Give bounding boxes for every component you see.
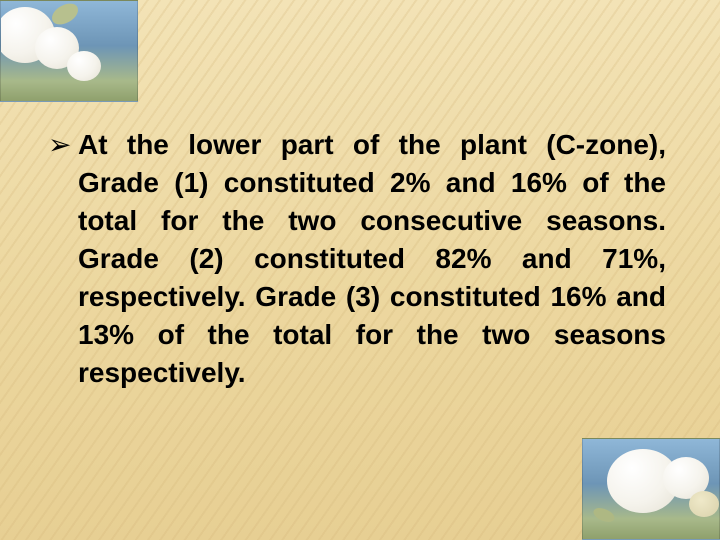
decorative-photo-top-left (0, 0, 138, 102)
leaf-icon (49, 1, 81, 27)
bullet-item: ➢ At the lower part of the plant (C-zone… (48, 126, 666, 392)
leaf-icon (591, 504, 616, 525)
bullet-text: At the lower part of the plant (C-zone),… (78, 126, 666, 392)
slide-body: ➢ At the lower part of the plant (C-zone… (48, 126, 666, 392)
decorative-photo-bottom-right (582, 438, 720, 540)
cotton-boll-icon (67, 51, 101, 81)
cotton-boll-icon (689, 491, 719, 517)
bullet-marker-icon: ➢ (48, 126, 78, 164)
